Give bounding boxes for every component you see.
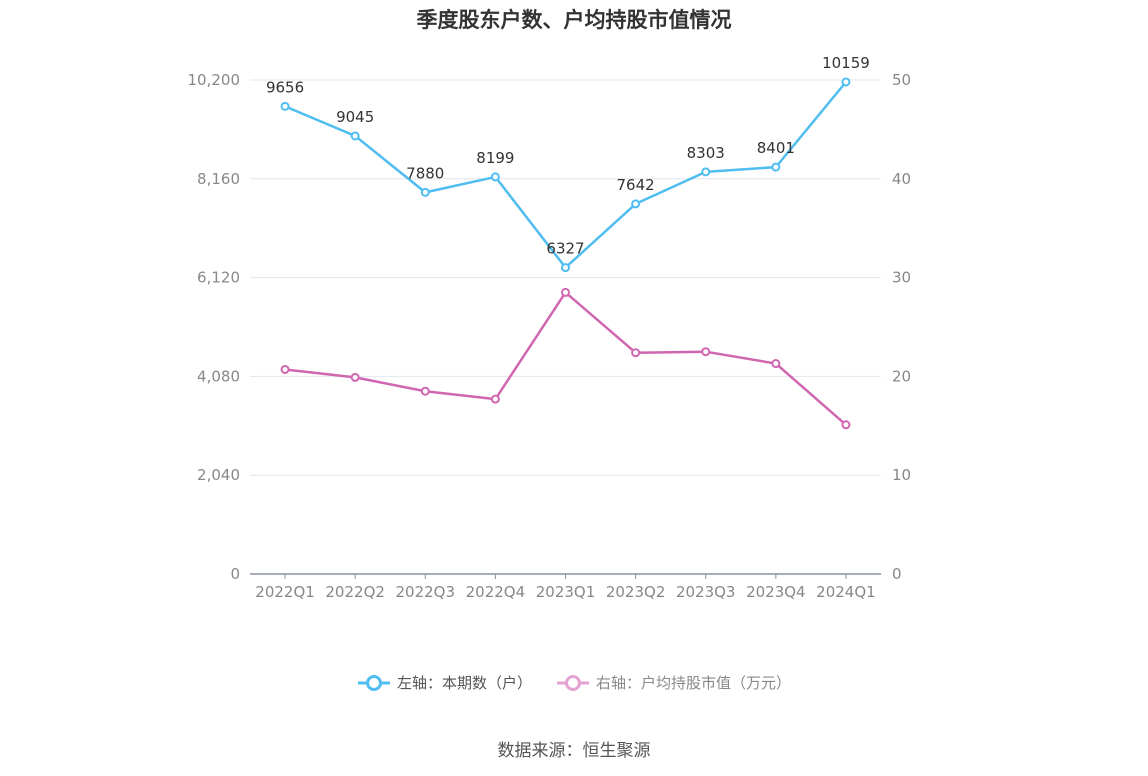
data-label: 8303 (687, 144, 725, 162)
data-point-left[interactable] (771, 162, 781, 172)
data-point-left[interactable] (420, 187, 430, 197)
x-tick-label: 2023Q1 (536, 583, 596, 601)
data-point-left[interactable] (701, 167, 711, 177)
data-point-right[interactable] (490, 394, 500, 404)
data-point-left[interactable] (631, 199, 641, 209)
legend-left-line-icon (357, 674, 390, 691)
y-right-tick-label: 30 (892, 269, 911, 287)
x-tick-label: 2023Q4 (746, 583, 806, 601)
data-source-note: 数据来源：恒生聚源 (497, 741, 651, 761)
data-label: 8401 (757, 139, 795, 157)
x-tick-label: 2023Q3 (676, 583, 736, 601)
x-tick-label: 2024Q1 (816, 583, 876, 601)
data-point-right[interactable] (561, 287, 570, 297)
data-point-left[interactable] (490, 172, 500, 182)
y-right-tick-label: 0 (892, 565, 902, 583)
legend-right-label: 右轴：户均持股市值（万元） (596, 674, 792, 692)
chart-legend: 左轴：本期数（户） 右轴：户均持股市值（万元） (0, 672, 1148, 693)
y-left-tick-label: 4,080 (197, 367, 240, 385)
legend-left-label: 左轴：本期数（户） (396, 674, 532, 692)
x-tick-label: 2022Q2 (325, 583, 385, 601)
chart-plot: 0 2,040 4,080 6,120 8,160 10,200 0 10 20 30 40 50 20… (188, 54, 912, 601)
data-label: 9045 (336, 108, 374, 126)
chart-title: 季度股东户数、户均持股市值情况 (416, 8, 732, 32)
y-left-tick-label: 0 (230, 565, 240, 583)
legend-item-left-axis[interactable]: 左轴：本期数（户） (357, 672, 532, 693)
y-right-tick-label: 50 (892, 71, 911, 89)
data-point-left[interactable] (350, 131, 360, 141)
legend-right-marker (565, 674, 581, 691)
x-tick-label: 2022Q4 (466, 583, 526, 601)
data-point-right[interactable] (771, 359, 781, 369)
data-point-right[interactable] (280, 364, 290, 374)
data-label: 6327 (546, 240, 584, 258)
data-point-right[interactable] (420, 386, 430, 396)
data-point-right[interactable] (631, 348, 641, 358)
x-tick-label: 2022Q3 (396, 583, 456, 601)
x-tick-label: 2023Q2 (606, 583, 666, 601)
y-left-tick-label: 2,040 (197, 466, 240, 484)
data-label: 9656 (266, 78, 304, 96)
data-point-left[interactable] (561, 263, 570, 273)
data-point-left[interactable] (280, 101, 290, 111)
y-right-tick-label: 40 (892, 170, 911, 188)
data-label: 8199 (476, 149, 514, 167)
series-line-right (284, 291, 847, 426)
data-point-right[interactable] (350, 372, 360, 382)
y-left-tick-label: 8,160 (197, 170, 240, 188)
data-point-left[interactable] (841, 77, 851, 87)
y-right-tick-label: 20 (892, 367, 911, 385)
legend-item-right-axis[interactable]: 右轴：户均持股市值（万元） (556, 672, 791, 693)
y-right-tick-label: 10 (892, 466, 911, 484)
data-label: 10159 (822, 54, 870, 72)
legend-right-line-icon (557, 674, 589, 691)
x-tick-label: 2022Q1 (255, 583, 315, 601)
data-label: 7880 (406, 164, 444, 182)
data-point-right[interactable] (841, 420, 851, 430)
y-left-tick-label: 6,120 (197, 269, 240, 287)
legend-left-marker (365, 674, 382, 691)
data-label: 7642 (617, 176, 655, 194)
y-left-tick-label: 10,200 (188, 71, 241, 89)
data-point-right[interactable] (701, 347, 711, 357)
